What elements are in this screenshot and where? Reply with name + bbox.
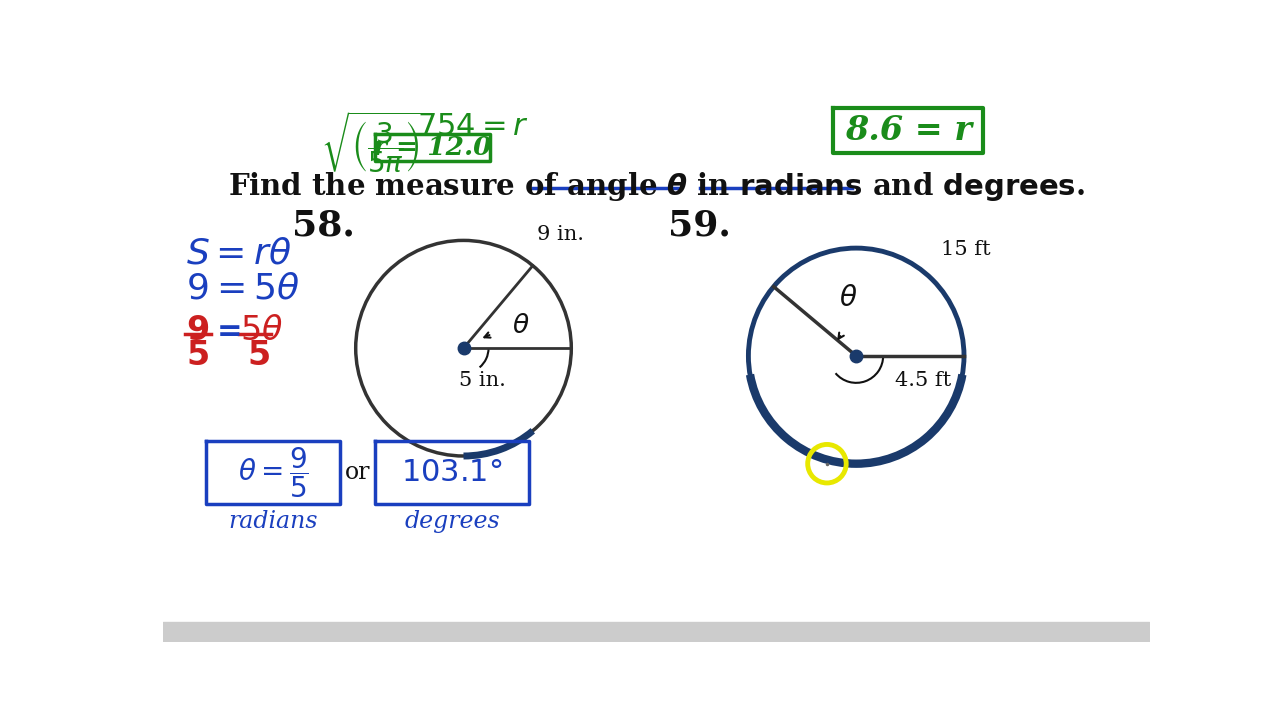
Text: or: or	[346, 461, 371, 484]
Text: $5\theta$: $5\theta$	[241, 313, 283, 346]
Text: 5 in.: 5 in.	[460, 372, 506, 390]
Text: =: =	[218, 318, 243, 346]
Text: degrees: degrees	[404, 510, 499, 533]
Text: $S = r\theta$: $S = r\theta$	[187, 237, 292, 271]
Text: 59.: 59.	[668, 208, 731, 242]
Text: 9: 9	[187, 313, 210, 346]
Text: $\theta = \dfrac{9}{5}$: $\theta = \dfrac{9}{5}$	[238, 445, 308, 500]
Text: Find the measure of angle $\boldsymbol{\theta}$ in $\mathbf{radians}$ and $\math: Find the measure of angle $\boldsymbol{\…	[228, 169, 1084, 202]
Text: 5: 5	[187, 339, 210, 372]
Text: 5: 5	[248, 339, 271, 372]
Text: 15 ft: 15 ft	[941, 240, 991, 259]
Text: $9 = 5\theta$: $9 = 5\theta$	[187, 271, 300, 305]
Text: radians: radians	[228, 510, 317, 533]
Text: 9 in.: 9 in.	[536, 225, 584, 244]
Text: $\sqrt{\left(\dfrac{3}{5\pi}\right)}$: $\sqrt{\left(\dfrac{3}{5\pi}\right)}$	[321, 109, 426, 175]
Text: $754 = r$: $754 = r$	[417, 111, 529, 142]
Text: 58.: 58.	[292, 208, 355, 242]
Text: 8.6 = r: 8.6 = r	[845, 114, 972, 147]
Text: 4.5 ft: 4.5 ft	[895, 372, 951, 390]
Text: $103.1°$: $103.1°$	[401, 456, 503, 487]
Text: r = 12.0: r = 12.0	[374, 135, 492, 160]
Text: $\theta$: $\theta$	[512, 312, 530, 338]
Text: $\theta$: $\theta$	[840, 284, 858, 312]
